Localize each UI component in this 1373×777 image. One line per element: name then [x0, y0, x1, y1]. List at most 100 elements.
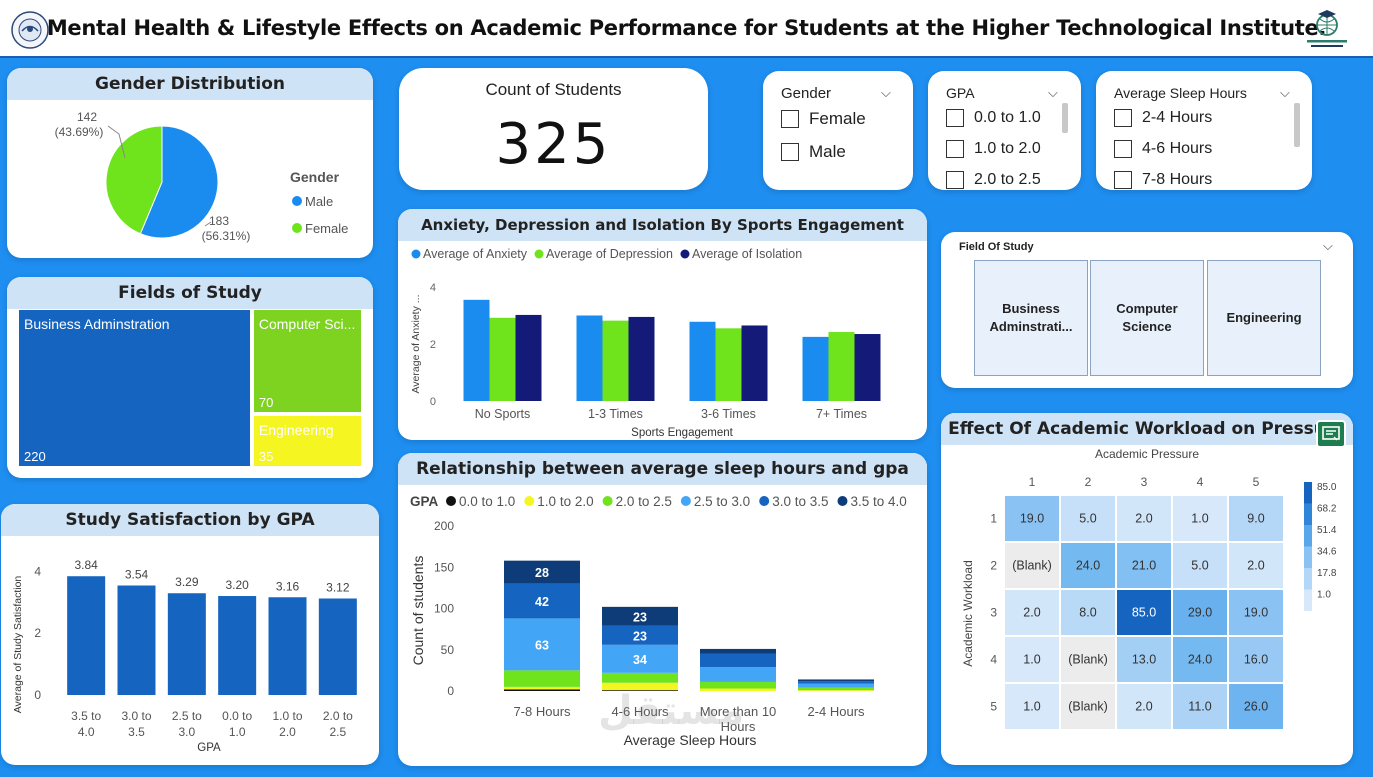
checkbox[interactable] [781, 143, 799, 161]
gender-slicer-chevron-down-icon[interactable]: ⌵ [881, 85, 891, 100]
count-of-students-title: Count of Students [485, 80, 622, 99]
stacked-segment [504, 689, 580, 691]
heatmap-cell [1061, 590, 1115, 635]
gpa-slicer: GPA ⌵ 0.0 to 1.0 1.0 to 2.0 2.0 to 2.5 [928, 71, 1081, 190]
stacked-segment [798, 687, 874, 691]
checkbox[interactable] [1114, 109, 1132, 127]
male-count-label: 183 [209, 214, 229, 228]
color-scale-label: 17.8 [1317, 568, 1337, 579]
treemap-tile-label: Computer Sci... [258, 316, 356, 332]
bar [218, 596, 257, 695]
heatmap-cell [1005, 590, 1059, 635]
x-tick-label: 2.0 [279, 725, 296, 739]
heatmap-cell-label: 2.0 [1247, 559, 1264, 573]
stacked-segment [700, 681, 776, 689]
x-tick-label: 1.0 to [272, 709, 302, 723]
y-tick-label: 100 [434, 602, 454, 616]
field-option-business[interactable]: Business Adminstrati... [974, 260, 1088, 376]
bar [802, 336, 829, 401]
sleep-hours-slicer: Average Sleep Hours ⌵ 2-4 Hours 4-6 Hour… [1096, 71, 1312, 190]
checkbox[interactable] [946, 140, 964, 158]
heatmap-cell-label: 11.0 [1188, 700, 1211, 714]
stacked-segment [700, 688, 776, 691]
gpa-option[interactable]: 1.0 to 2.0 [946, 140, 1041, 158]
treemap-tile[interactable]: Computer Sci... 70 [252, 309, 362, 414]
y-axis-label: Average of Study Satisfaction [12, 576, 24, 714]
checkbox[interactable] [781, 110, 799, 128]
checkbox[interactable] [1114, 140, 1132, 158]
bar-value-label: 3.54 [125, 568, 149, 582]
bar [67, 576, 106, 695]
checkbox[interactable] [946, 109, 964, 127]
stacked-segment [602, 672, 678, 683]
bar-value-label: 3.16 [276, 579, 300, 593]
dashboard-title: Mental Health & Lifestyle Effects on Aca… [46, 16, 1327, 40]
sleep-slicer-chevron-down-icon[interactable]: ⌵ [1280, 85, 1290, 100]
gender-slicer-title: Gender [781, 85, 832, 102]
legend-marker [759, 496, 770, 506]
gender-option-male[interactable]: Male [781, 142, 846, 162]
sports-engagement-card: Anxiety, Depression and Isolation By Spo… [398, 209, 927, 440]
sports-engagement-title: Anxiety, Depression and Isolation By Spo… [398, 209, 927, 241]
digital-egypt-pioneers-logo-icon [1307, 10, 1347, 47]
male-legend-label[interactable]: Male [305, 194, 333, 209]
treemap-tile-value: 35 [258, 448, 274, 464]
treemap-tile-label: Business Adminstration [24, 316, 170, 332]
pie-slice-male [139, 125, 219, 239]
x-tick-label: More than 10 [700, 704, 777, 719]
gpa-slicer-scrollbar[interactable] [1062, 103, 1068, 133]
field-option-computer-science[interactable]: Computer Science [1090, 260, 1204, 376]
sleep-slicer-scrollbar[interactable] [1294, 103, 1300, 147]
female-legend-label[interactable]: Female [305, 221, 348, 236]
female-percent-label: (43.69%) [55, 125, 104, 139]
sleep-stacked-chart: GPA 0.0 to 1.0 1.0 to 2.0 2.0 to 2.5 2.5 to … [410, 494, 907, 748]
checkbox[interactable] [946, 171, 964, 189]
heatmap-cell-label: 24.0 [1076, 559, 1100, 573]
sleep-option-label: 7-8 Hours [1142, 171, 1213, 188]
heatmap-cell-label: 13.0 [1132, 653, 1156, 667]
heatmap-cell [1229, 496, 1283, 541]
sleep-option[interactable]: 2-4 Hours [1114, 109, 1212, 127]
gender-option-female[interactable]: Female [781, 109, 866, 129]
bar [689, 321, 716, 401]
x-tick-label: 3.5 [128, 725, 145, 739]
x-tick-label: 1-3 Times [588, 407, 643, 421]
x-tick-label: 0.0 to [222, 709, 252, 723]
color-scale-label: 85.0 [1317, 482, 1337, 493]
heatmap-cell-label: 19.0 [1020, 512, 1044, 526]
x-tick-label: 2.0 to [323, 709, 353, 723]
smart-narrative-icon[interactable] [1316, 420, 1346, 448]
heatmap-cell [1005, 637, 1059, 682]
gpa-option[interactable]: 0.0 to 1.0 [946, 109, 1041, 127]
treemap-tile-value: 70 [258, 395, 274, 411]
x-axis-label: Sports Engagement [631, 427, 733, 439]
bar [489, 317, 516, 401]
x-tick-label: 1.0 [229, 725, 246, 739]
checkbox[interactable] [1114, 171, 1132, 189]
gpa-option[interactable]: 2.0 to 2.5 [946, 171, 1041, 189]
heatmap-cell [1173, 590, 1227, 635]
row-header: 3 [990, 606, 997, 620]
x-tick-label: 2.5 [329, 725, 346, 739]
male-legend-marker [292, 196, 302, 206]
treemap-tile-value: 220 [24, 449, 46, 464]
female-legend-marker [292, 223, 302, 233]
sleep-option[interactable]: 4-6 Hours [1114, 140, 1212, 158]
bar [828, 332, 855, 401]
field-option-engineering[interactable]: Engineering [1207, 260, 1321, 376]
workload-pressure-card: Effect Of Academic Workload on Pressure … [941, 413, 1353, 765]
sports-bar-chart: Average of Anxiety Average of Depression A… [410, 247, 881, 439]
treemap-tile[interactable]: Business Adminstration 220 [18, 309, 251, 467]
field-slicer-chevron-down-icon[interactable]: ⌵ [1323, 238, 1333, 253]
heatmap-cell [1117, 684, 1171, 729]
field-slicer-title: Field Of Study [959, 241, 1034, 253]
y-tick-label: 150 [434, 560, 454, 574]
stacked-segment [700, 653, 776, 668]
legend-title: GPA [410, 494, 439, 509]
x-axis-label: Academic Pressure [1095, 447, 1199, 461]
sleep-option[interactable]: 7-8 Hours [1114, 171, 1212, 189]
treemap-tile[interactable]: Engineering 35 [252, 415, 362, 467]
stacked-segment [602, 625, 678, 645]
gpa-slicer-chevron-down-icon[interactable]: ⌵ [1048, 85, 1058, 100]
female-count-label: 142 [77, 110, 97, 124]
